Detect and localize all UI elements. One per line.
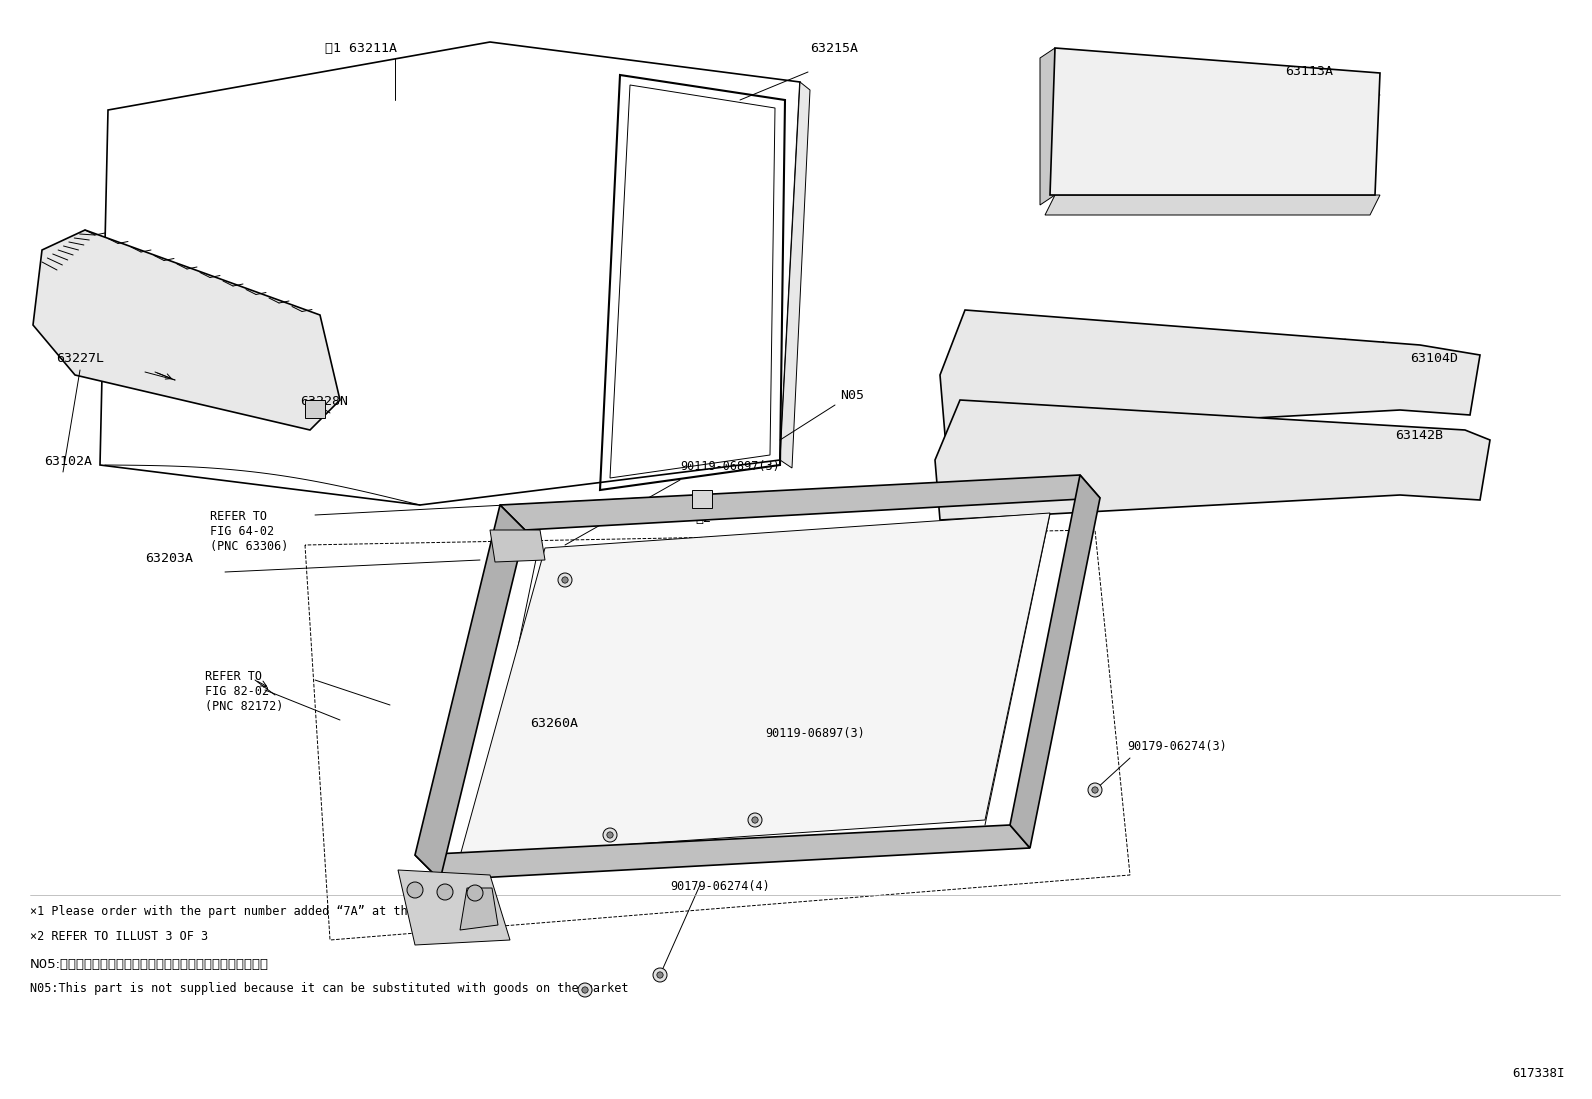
Circle shape	[408, 882, 423, 898]
Text: ※1 63211A: ※1 63211A	[325, 42, 396, 55]
Text: N05:この部品は、市販品で対応できるため、補給していません: N05:この部品は、市販品で対応できるため、補給していません	[30, 958, 269, 972]
Circle shape	[657, 972, 664, 978]
Circle shape	[562, 577, 568, 584]
Text: REFER TO
FIG 64-02
(PNC 63306): REFER TO FIG 64-02 (PNC 63306)	[210, 510, 288, 553]
Polygon shape	[33, 230, 341, 430]
Text: ※2: ※2	[696, 512, 712, 525]
Circle shape	[603, 828, 618, 842]
Polygon shape	[460, 513, 1051, 856]
Text: 63227L: 63227L	[56, 352, 103, 365]
Polygon shape	[416, 506, 525, 880]
Circle shape	[466, 885, 482, 901]
Circle shape	[1092, 787, 1098, 793]
Text: N05:This part is not supplied because it can be substituted with goods on the ma: N05:This part is not supplied because it…	[30, 983, 629, 995]
Text: 90179-06274(3): 90179-06274(3)	[1127, 740, 1227, 753]
Text: ×1 Please order with the part number added “7A” at the end.: ×1 Please order with the part number add…	[30, 904, 451, 918]
Circle shape	[751, 817, 758, 823]
Circle shape	[607, 832, 613, 839]
Circle shape	[559, 573, 572, 587]
Circle shape	[1087, 782, 1102, 797]
Text: 90119-06897(3): 90119-06897(3)	[766, 728, 864, 740]
Text: 63142B: 63142B	[1395, 429, 1442, 442]
Text: 90119-06897(3): 90119-06897(3)	[680, 460, 780, 473]
Text: 90179-06274(4): 90179-06274(4)	[670, 880, 771, 893]
Text: 63104D: 63104D	[1411, 352, 1458, 365]
Text: 63215A: 63215A	[810, 42, 858, 55]
Text: ×2 REFER TO ILLUST 3 OF 3: ×2 REFER TO ILLUST 3 OF 3	[30, 930, 209, 943]
Circle shape	[653, 968, 667, 983]
Bar	[1200, 95, 1223, 113]
Text: REFER TO
FIG 82-02
(PNC 82172): REFER TO FIG 82-02 (PNC 82172)	[205, 670, 283, 713]
Circle shape	[748, 813, 763, 828]
Text: 617338I: 617338I	[1512, 1067, 1565, 1080]
Text: 63113A: 63113A	[1285, 65, 1333, 78]
Polygon shape	[500, 475, 1100, 530]
Circle shape	[436, 884, 454, 900]
Bar	[306, 400, 325, 418]
Polygon shape	[1040, 48, 1055, 206]
Polygon shape	[939, 310, 1481, 435]
Text: N05: N05	[841, 389, 864, 402]
Circle shape	[581, 987, 587, 993]
Polygon shape	[1009, 475, 1100, 848]
Polygon shape	[460, 888, 498, 930]
Polygon shape	[780, 82, 810, 468]
Text: 63260A: 63260A	[530, 717, 578, 730]
Circle shape	[578, 983, 592, 997]
Polygon shape	[1051, 48, 1380, 195]
Polygon shape	[935, 400, 1490, 520]
Polygon shape	[416, 825, 1030, 880]
Polygon shape	[1044, 195, 1380, 215]
Bar	[693, 490, 712, 508]
Polygon shape	[490, 530, 544, 562]
Text: 63203A: 63203A	[145, 552, 193, 565]
Text: 63102A: 63102A	[45, 455, 92, 468]
Polygon shape	[398, 870, 509, 945]
Text: 63228N: 63228N	[299, 395, 349, 408]
